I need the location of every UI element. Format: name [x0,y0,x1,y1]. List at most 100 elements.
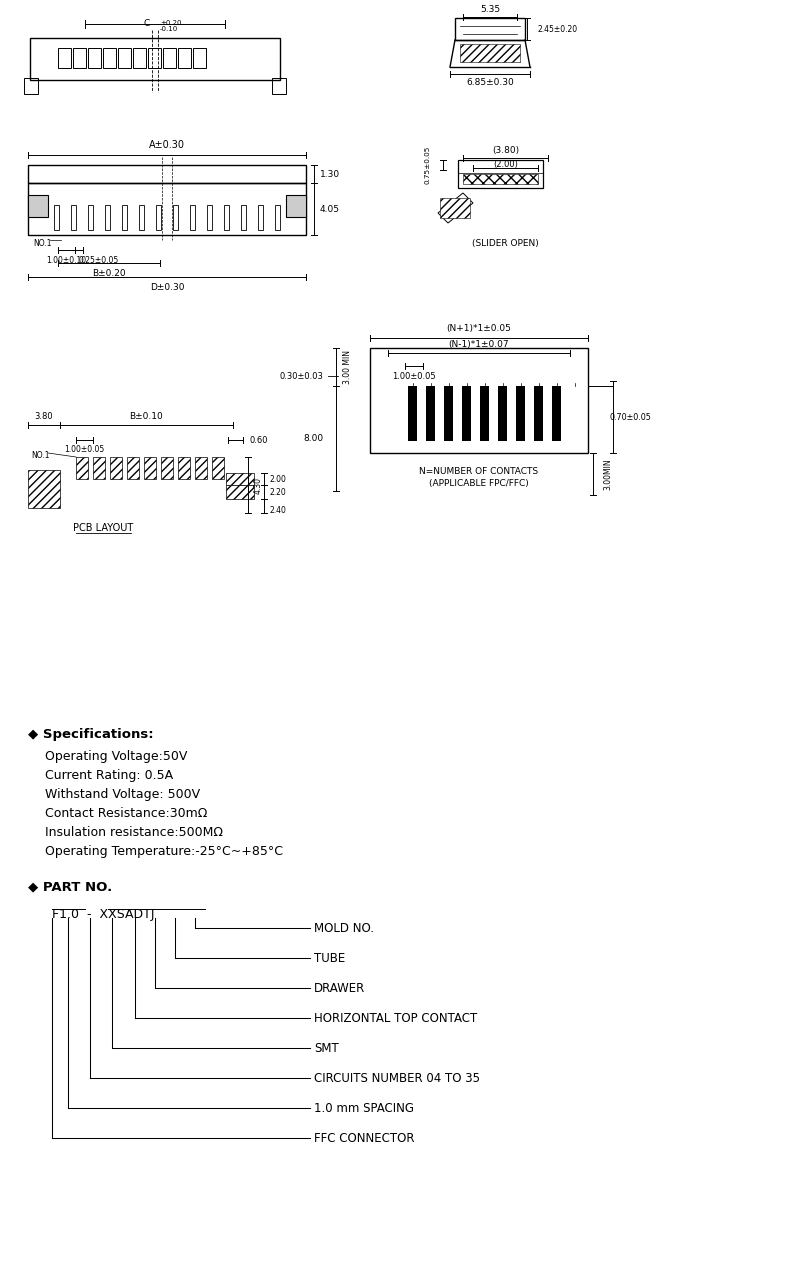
Bar [480,386,489,441]
Bar [460,43,520,63]
Bar [275,204,280,230]
Text: 2.45±0.20: 2.45±0.20 [538,24,578,33]
Bar [370,348,588,452]
Text: ◆ Specifications:: ◆ Specifications: [28,728,153,741]
Text: F1.0  -  XXSADTJ: F1.0 - XXSADTJ [52,907,155,921]
Text: DRAWER: DRAWER [314,982,365,994]
Text: 3.00MIN: 3.00MIN [604,459,612,489]
Bar [207,204,212,230]
Text: (SLIDER OPEN): (SLIDER OPEN) [472,239,539,248]
Text: MOLD NO.: MOLD NO. [314,921,374,934]
Bar [458,160,543,188]
Bar [195,458,207,479]
Bar [88,49,101,68]
Text: 2.00: 2.00 [269,474,287,483]
Text: Current Rating: 0.5A: Current Rating: 0.5A [45,769,173,782]
Text: (2.00): (2.00) [493,160,518,169]
Bar [224,204,229,230]
Bar [105,204,110,230]
Text: Operating Temperature:-25°C~+85°C: Operating Temperature:-25°C~+85°C [45,845,283,858]
Bar [190,204,195,230]
Text: Withstand Voltage: 500V: Withstand Voltage: 500V [45,789,200,801]
Bar [552,386,561,441]
Text: NO.1: NO.1 [33,239,51,248]
Text: 1.0 mm SPACING: 1.0 mm SPACING [314,1102,414,1114]
Bar [226,473,254,484]
Bar [144,458,156,479]
Bar [24,78,38,95]
Text: Insulation resistance:500MΩ: Insulation resistance:500MΩ [45,826,223,838]
Bar [173,204,178,230]
Bar [212,458,224,479]
Bar [516,386,525,441]
Bar [408,386,417,441]
Bar [133,49,146,68]
Bar [226,484,254,498]
Bar [534,386,543,441]
Bar [71,204,76,230]
Text: SMT: SMT [314,1042,339,1054]
Text: 0.30±0.03: 0.30±0.03 [279,372,323,381]
Text: NO.1: NO.1 [31,451,50,460]
Bar [163,49,176,68]
Bar [440,198,470,219]
Bar [93,458,105,479]
Bar [498,386,507,441]
Bar [110,458,122,479]
Text: ◆ PART NO.: ◆ PART NO. [28,881,112,893]
Bar [272,78,286,95]
Bar [258,204,263,230]
Bar [193,49,206,68]
Text: 1.00±0.10: 1.00±0.10 [47,256,87,265]
Bar [286,196,306,217]
Text: CIRCUITS NUMBER 04 TO 35: CIRCUITS NUMBER 04 TO 35 [314,1071,480,1085]
Text: (APPLICABLE FPC/FFC): (APPLICABLE FPC/FFC) [429,478,529,487]
Text: 5.35: 5.35 [480,5,500,14]
Text: 1.30: 1.30 [320,170,340,179]
Text: 3.80: 3.80 [35,412,53,420]
Bar [139,204,144,230]
Text: A±0.30: A±0.30 [149,141,185,150]
Text: 0.70±0.05: 0.70±0.05 [609,413,651,422]
Text: -0.10: -0.10 [160,26,179,32]
Bar [463,174,538,184]
Bar [88,204,93,230]
Bar [28,196,48,217]
Bar [54,204,59,230]
Text: (N-1)*1±0.07: (N-1)*1±0.07 [449,340,510,349]
Text: (3.80): (3.80) [492,146,519,155]
Text: B±0.10: B±0.10 [130,412,164,420]
Text: 1.00±0.05: 1.00±0.05 [64,445,104,454]
Text: HORIZONTAL TOP CONTACT: HORIZONTAL TOP CONTACT [314,1011,477,1025]
Text: B±0.20: B±0.20 [92,268,126,277]
Text: 0.75±0.05: 0.75±0.05 [425,146,431,184]
Text: Operating Voltage:50V: Operating Voltage:50V [45,750,187,763]
Text: +0.20: +0.20 [160,20,182,26]
Bar [148,49,161,68]
Bar [156,204,161,230]
Bar [28,470,60,507]
Text: 0.25±0.05: 0.25±0.05 [79,256,119,265]
Bar [28,183,306,235]
Bar [444,386,453,441]
Text: N=NUMBER OF CONTACTS: N=NUMBER OF CONTACTS [419,466,539,475]
Bar [73,49,86,68]
Bar [30,38,280,81]
Bar [118,49,131,68]
Bar [76,458,88,479]
Text: 8.00: 8.00 [303,433,323,442]
Text: FFC CONNECTOR: FFC CONNECTOR [314,1131,415,1145]
Bar [426,386,435,441]
Bar [178,458,190,479]
Bar [161,458,173,479]
Text: (N+1)*1±0.05: (N+1)*1±0.05 [446,323,511,332]
Bar [28,165,306,183]
Text: D±0.30: D±0.30 [150,282,184,291]
Text: PCB LAYOUT: PCB LAYOUT [73,523,134,533]
Bar [122,204,127,230]
Bar [103,49,116,68]
Text: 2.20: 2.20 [269,487,286,496]
Bar [58,49,71,68]
Bar [178,49,191,68]
Text: 3.00 MIN: 3.00 MIN [344,350,352,383]
